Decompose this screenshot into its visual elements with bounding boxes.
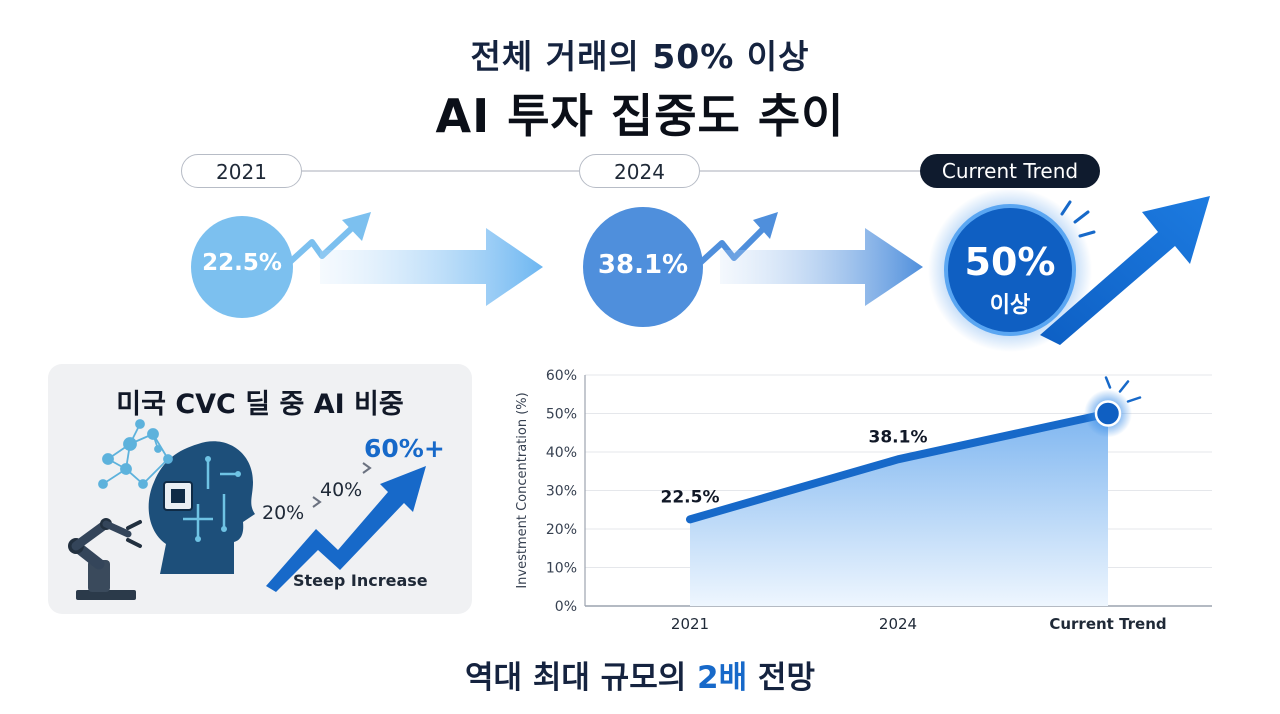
cvc-panel-title: 미국 CVC 딜 중 AI 비중 [116, 389, 404, 420]
zigzag-arrowhead-icon [753, 212, 778, 239]
stage-circle-current [944, 204, 1076, 336]
stage-circle-2024 [583, 207, 703, 327]
stage-value-2021: 22.5% [202, 250, 282, 276]
footer-highlight: 2배 [697, 660, 748, 696]
zigzag-arrowhead-icon [342, 212, 371, 241]
stage-value-2024: 38.1% [597, 250, 689, 280]
y-tick-label: 40% [546, 445, 577, 461]
timeline-pill-2021: 2021 [181, 154, 302, 188]
subtitle: 전체 거래의 50% 이상 [470, 37, 810, 76]
spark-icon [1126, 396, 1142, 403]
y-tick-label: 60% [546, 368, 577, 384]
spark-icon [1060, 200, 1072, 216]
y-tick-label: 0% [555, 599, 577, 615]
footer-text-before: 역대 최대 규모의 [465, 660, 698, 696]
ai-head-icon [148, 441, 255, 574]
spark-icon [1078, 230, 1096, 238]
flow-arrow-2-icon [720, 228, 923, 306]
timeline-graphic [191, 170, 1210, 352]
timeline-pill-current: Current Trend [920, 154, 1100, 188]
spark-icon [1073, 210, 1090, 224]
stage-circle-2021 [191, 216, 293, 318]
page-title: AI 투자 집중도 추이 [435, 89, 845, 143]
series-line [686, 409, 1112, 524]
data-label: 38.1% [869, 427, 928, 447]
y-axis-label: Investment Concentration (%) [515, 392, 530, 588]
big-up-arrow-icon [1040, 196, 1210, 345]
stage-value-current: 50% [964, 240, 1056, 284]
spark-icon [1104, 376, 1112, 389]
footer-text-after: 전망 [747, 660, 815, 696]
zigzag-arrow-icon [287, 225, 355, 265]
x-tick-label: Current Trend [1049, 615, 1166, 633]
stage-suffix-current: 이상 [989, 293, 1031, 318]
panel-value-1: 20% [262, 502, 305, 524]
flow-arrow-1-icon [320, 228, 543, 306]
panel-caption: Steep Increase [293, 571, 428, 590]
spark-icon [1118, 380, 1130, 393]
chevron-right-icon [362, 462, 372, 474]
panel-illustration [68, 419, 426, 600]
footer-caption: 역대 최대 규모의 2배 전망 [0, 652, 1280, 697]
y-tick-label: 30% [546, 484, 577, 500]
y-tick-label: 50% [546, 407, 577, 423]
endpoint-marker [1094, 400, 1122, 427]
y-tick-label: 20% [546, 522, 577, 538]
area-fill [690, 413, 1108, 606]
x-tick-label: 2024 [879, 615, 917, 633]
panel-value-3: 60%+ [364, 434, 445, 463]
growth-zigzag-arrow-icon [266, 466, 426, 592]
y-tick-label: 10% [546, 561, 577, 577]
chevron-right-icon [312, 496, 322, 508]
x-tick-label: 2021 [671, 615, 709, 633]
concentration-chart: 0% 10% 20% 30% 40% 50% 60% 22.5% 38.1% 2021 2024 Cu… [515, 368, 1212, 633]
robot-arm-icon [68, 518, 142, 600]
timeline-pill-2024: 2024 [579, 154, 700, 188]
panel-value-2: 40% [320, 479, 363, 501]
neural-network-icon [98, 419, 173, 489]
data-label: 22.5% [661, 487, 720, 507]
